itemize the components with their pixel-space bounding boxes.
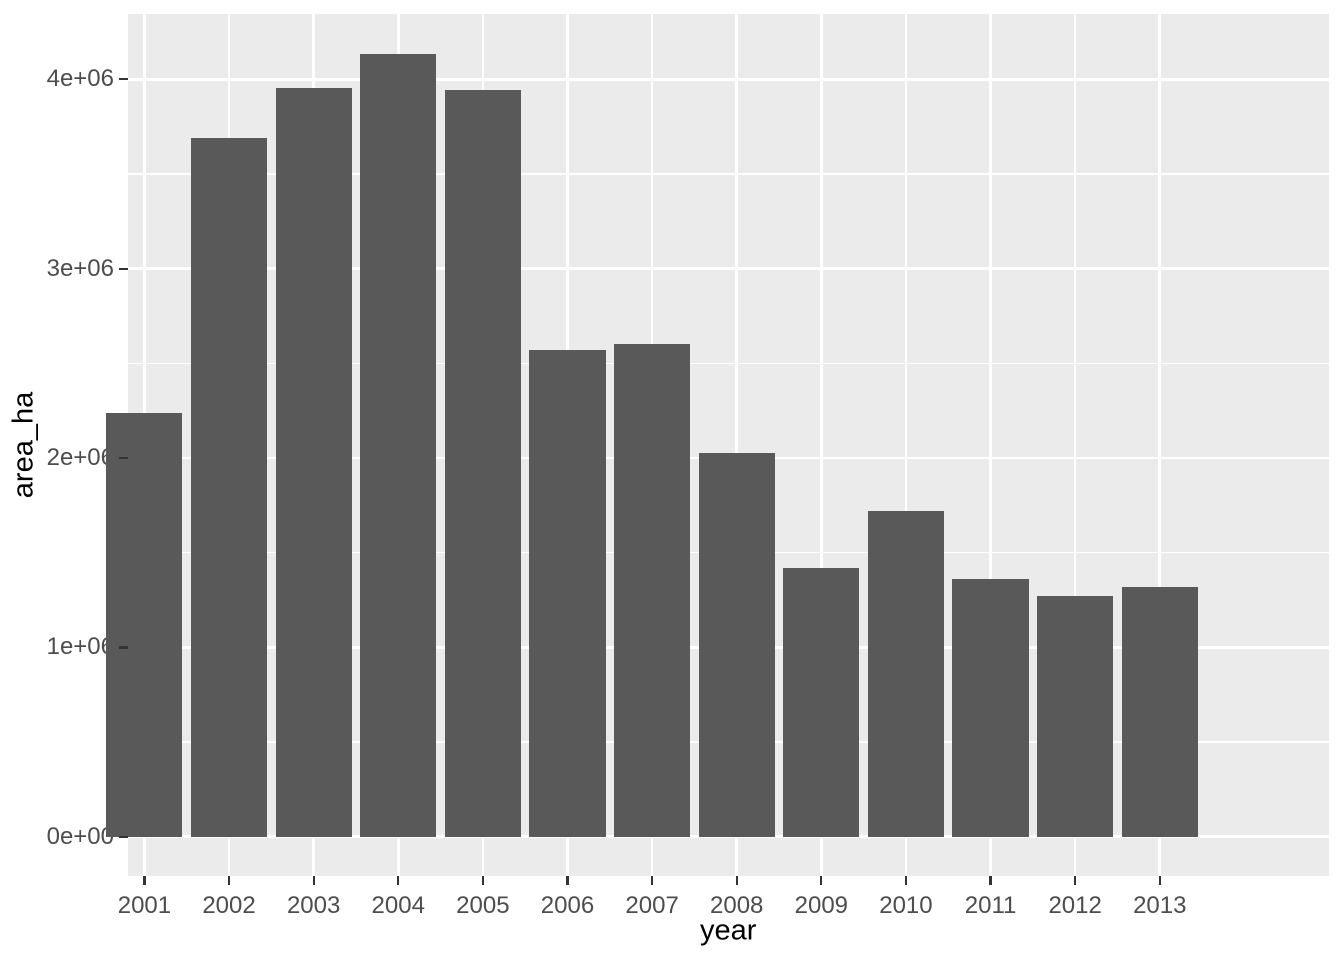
x-tick-label: 2006 <box>540 891 595 919</box>
x-tick-mark <box>397 876 400 885</box>
x-major-gridline <box>1158 14 1162 876</box>
bar-2013 <box>1121 586 1198 837</box>
x-tick-mark <box>312 876 315 885</box>
x-tick-label: 2003 <box>286 891 341 919</box>
bar-2007 <box>614 344 691 837</box>
x-tick-mark <box>650 876 654 885</box>
y-tick-mark <box>119 267 128 270</box>
y-major-gridline <box>127 267 1329 271</box>
y-tick-label: 2e+06 <box>46 444 114 472</box>
bar-2004 <box>360 53 437 837</box>
y-tick-label: 3e+06 <box>46 254 114 282</box>
x-tick-mark <box>1158 876 1161 885</box>
y-tick-label: 0e+00 <box>46 822 114 850</box>
x-tick-mark <box>820 876 823 885</box>
y-major-gridline <box>127 77 1329 81</box>
x-tick-label: 2009 <box>794 891 849 919</box>
x-tick-mark <box>735 876 738 885</box>
x-tick-mark <box>227 876 231 885</box>
bar-2008 <box>698 453 775 837</box>
bar-2010 <box>867 511 944 837</box>
y-tick-mark <box>119 456 128 460</box>
bar-2006 <box>529 350 606 837</box>
x-tick-mark <box>989 876 992 885</box>
y-minor-gridline <box>127 362 1329 365</box>
y-minor-gridline <box>127 173 1329 175</box>
bar-2009 <box>783 567 860 837</box>
x-major-gridline <box>904 14 908 876</box>
x-tick-label: 2005 <box>456 891 510 919</box>
y-axis-title: area_ha <box>7 391 40 499</box>
x-tick-mark <box>1074 876 1077 885</box>
x-major-gridline <box>1073 14 1077 876</box>
x-tick-label: 2001 <box>117 891 172 919</box>
y-tick-mark <box>119 646 128 649</box>
x-axis-title: year <box>700 914 757 947</box>
x-tick-label: 2004 <box>371 891 425 919</box>
x-tick-mark <box>904 876 908 885</box>
x-major-gridline <box>819 14 823 876</box>
y-tick-label: 1e+06 <box>46 633 114 661</box>
x-tick-label: 2013 <box>1133 891 1187 919</box>
y-tick-mark <box>119 835 128 838</box>
x-major-gridline <box>735 14 739 876</box>
x-tick-mark <box>566 876 569 885</box>
x-tick-label: 2010 <box>879 891 933 919</box>
bar-2012 <box>1037 596 1114 837</box>
x-tick-label: 2008 <box>710 891 764 919</box>
x-tick-mark <box>481 876 484 885</box>
bar-2002 <box>190 138 268 837</box>
y-tick-label: 4e+06 <box>46 65 114 93</box>
x-tick-label: 2002 <box>202 891 256 919</box>
bar-2001 <box>106 412 183 837</box>
bar-2003 <box>275 87 352 837</box>
x-tick-label: 2012 <box>1048 891 1102 919</box>
x-major-gridline <box>989 14 992 876</box>
y-tick-mark <box>119 78 128 81</box>
x-tick-mark <box>143 876 146 885</box>
x-tick-label: 2007 <box>625 891 679 919</box>
x-tick-label: 2011 <box>964 891 1017 919</box>
bar-2011 <box>952 579 1029 837</box>
bar-2005 <box>444 89 521 837</box>
